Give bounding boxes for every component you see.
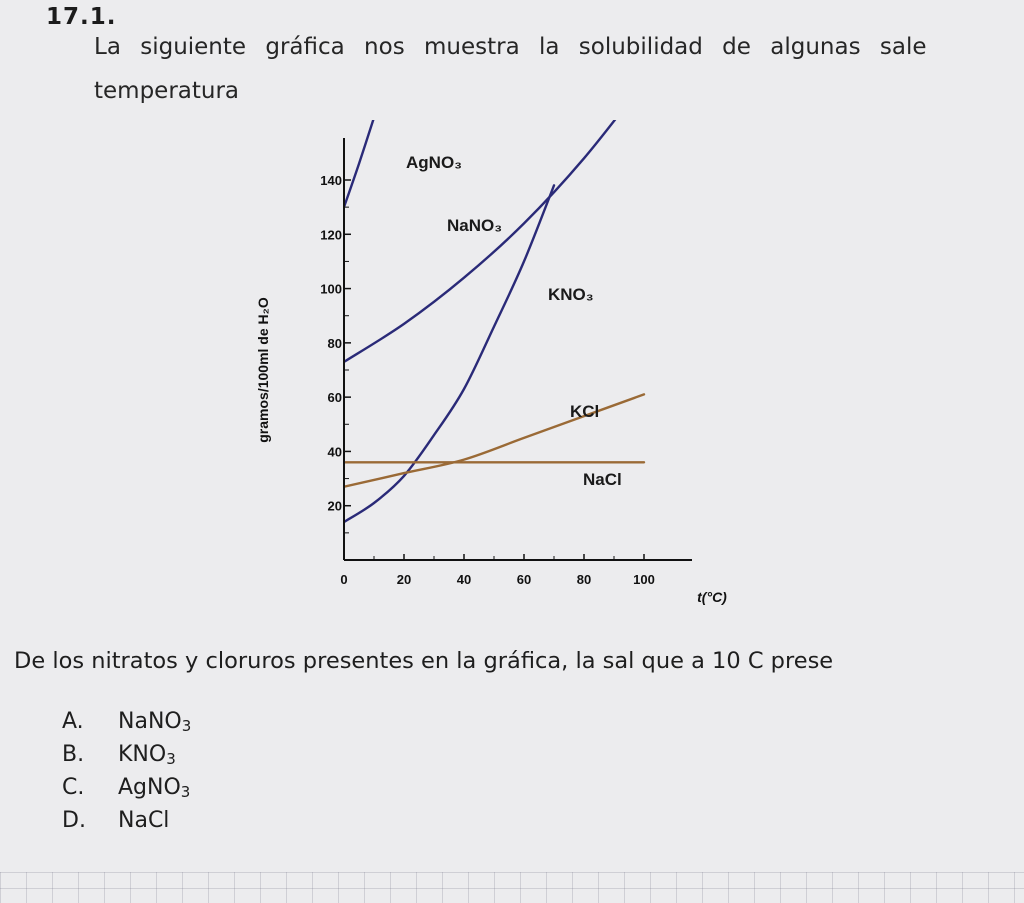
option-d-letter: D. [62,808,86,833]
y-tick-label-140: 140 [320,173,342,188]
question-prompt: De los nitratos y cloruros presentes en … [14,648,834,674]
option-b-subscript: 3 [166,750,176,768]
option-a[interactable]: A. NaNO3 [62,705,191,738]
series-line-agno3 [344,120,375,209]
series-label-kno3: KNO₃ [548,285,594,304]
series-line-nano3 [344,120,617,364]
question-intro-line-2: temperatura [94,78,240,104]
x-axis-title: t(°C) [697,589,727,605]
x-tick-label-40: 40 [457,572,471,587]
y-tick-label-80: 80 [328,336,342,351]
x-tick-label-100: 100 [633,572,655,587]
option-a-letter: A. [62,709,84,734]
series-label-nacl: NaCl [583,470,622,489]
series-label-kcl: KCl [570,402,599,421]
question-intro-line-1: La siguiente gráfica nos muestra la solu… [94,34,927,60]
question-number: 17.1. [46,4,117,30]
series-line-kno3 [344,184,556,524]
option-b-text: KNO [118,742,167,767]
option-a-subscript: 3 [181,717,192,735]
option-c[interactable]: C. AgNO3 [62,771,191,804]
y-tick-label-60: 60 [328,390,342,405]
y-tick-label-40: 40 [328,444,342,459]
y-tick-label-100: 100 [320,282,342,297]
x-tick-label-80: 80 [577,572,591,587]
solubility-chart: 20 40 60 80 100 120 140 0 20 40 60 80 100 t(°C) gramos… [255,120,727,605]
option-b-letter: B. [62,742,85,767]
option-a-text: NaNO [118,709,182,734]
y-tick-label-20: 20 [328,499,342,514]
option-d[interactable]: D. NaCl [62,804,191,837]
series-line-kcl [344,393,646,488]
series-label-nano3: NaNO₃ [447,216,502,235]
option-c-subscript: 3 [180,783,191,801]
x-tick-label-0: 0 [340,572,347,587]
option-c-text: AgNO [118,775,181,800]
option-b[interactable]: B. KNO3 [62,738,191,771]
x-tick-label-60: 60 [517,572,531,587]
answer-options: A. NaNO3 B. KNO3 C. AgNO3 D. NaCl [62,705,191,837]
option-c-letter: C. [62,775,85,800]
option-d-text: NaCl [118,808,170,833]
y-tick-label-120: 120 [320,227,342,242]
x-tick-label-20: 20 [397,572,411,587]
series-label-agno3: AgNO₃ [406,153,462,172]
notebook-grid [0,872,1024,903]
y-axis-title: gramos/100ml de H₂O [255,297,271,443]
